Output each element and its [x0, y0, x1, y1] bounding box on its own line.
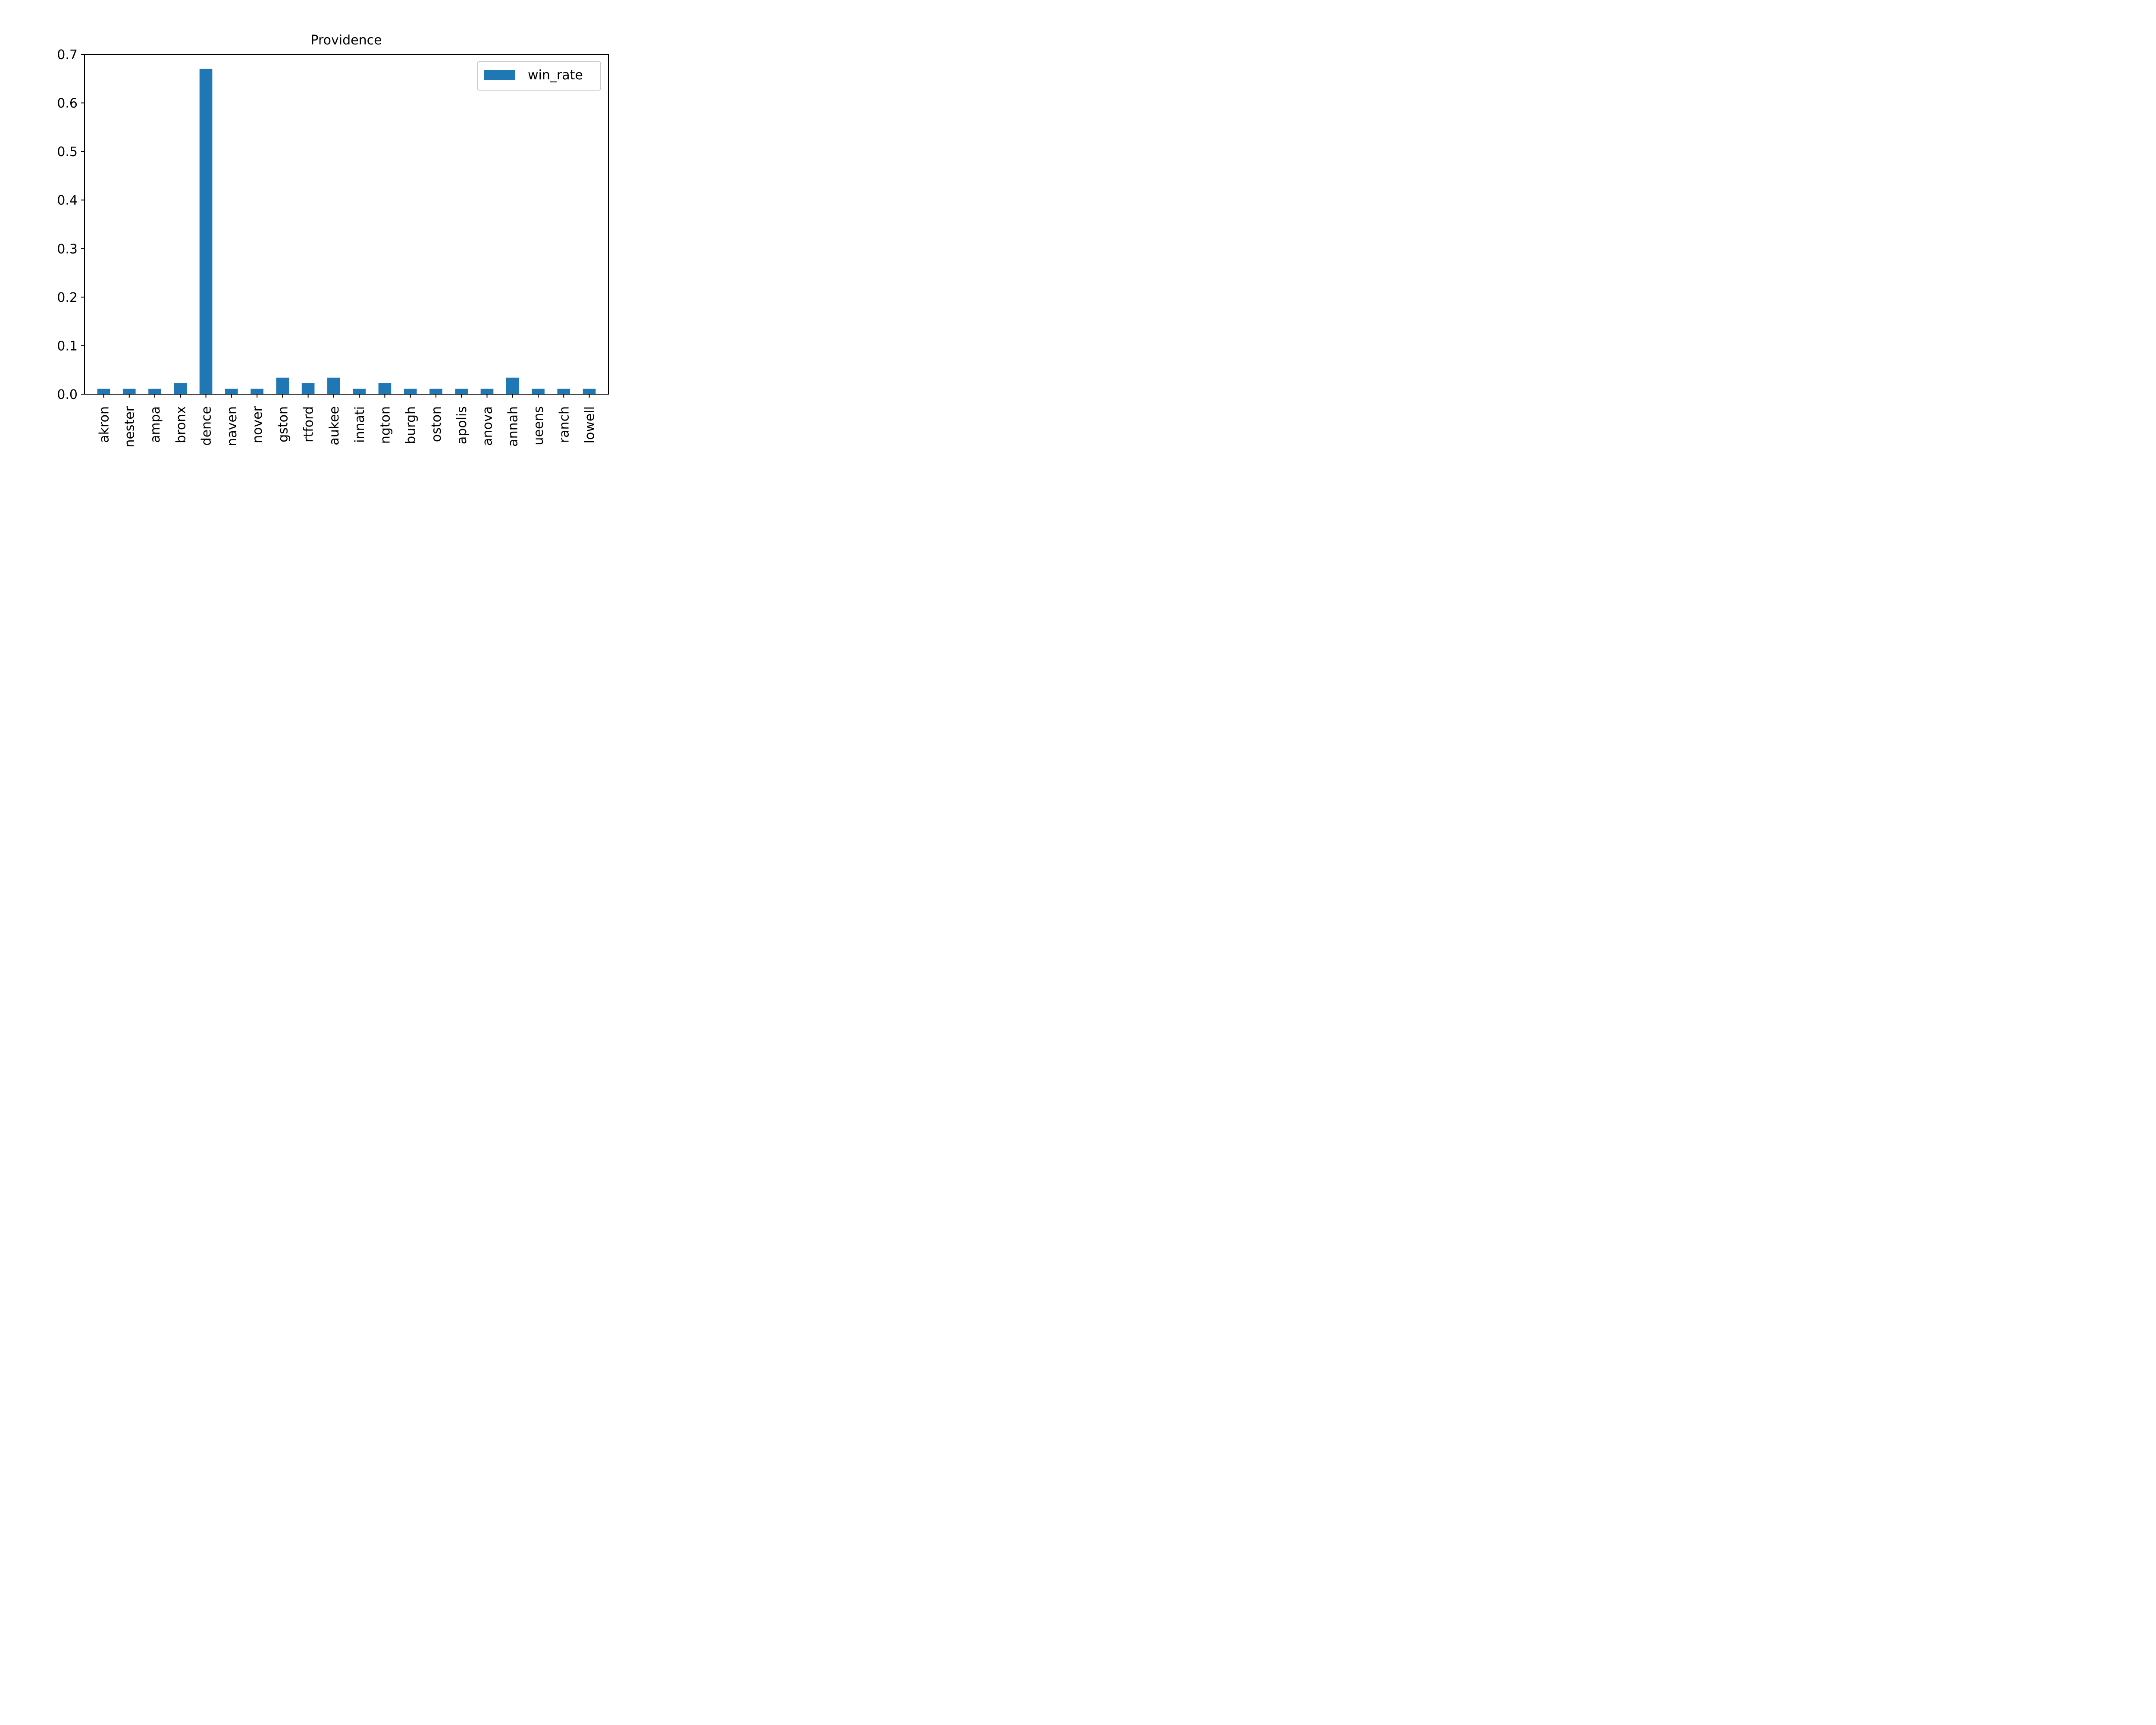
x-tick-label: apolis [454, 406, 470, 444]
bar-ngton [378, 383, 392, 394]
x-tick-label: ranch [557, 406, 572, 443]
bar-innati [353, 389, 366, 394]
bar-aukee [327, 377, 340, 394]
x-tick-label: nover [250, 406, 265, 443]
bar-nester [122, 389, 136, 394]
bar-naven [225, 389, 238, 394]
bar-akron [97, 389, 110, 394]
x-tick-label: ueens [531, 406, 546, 445]
bar-ueens [532, 389, 545, 394]
bar-ranch [557, 389, 570, 394]
bar-anova [480, 389, 494, 394]
y-axis: 0.0 0.1 0.2 0.3 0.4 0.5 0.6 0.7 [57, 47, 85, 402]
x-tick-label: dence [199, 406, 214, 445]
x-tick-label: ngton [378, 406, 393, 444]
x-tick-label: akron [97, 406, 112, 443]
legend: win_rate [477, 61, 601, 91]
legend-swatch [484, 70, 515, 80]
y-tick-label: 0.3 [57, 242, 78, 257]
bar-annah [506, 377, 519, 394]
bar-dence [199, 69, 213, 394]
bar-oston [429, 389, 442, 394]
y-tick-label: 0.2 [57, 290, 78, 305]
chart-title: Providence [310, 33, 382, 48]
x-tick-label: annah [506, 406, 521, 447]
x-tick-label: aukee [327, 406, 342, 445]
y-tick-label: 0.0 [57, 387, 78, 402]
y-tick-label: 0.1 [57, 339, 78, 354]
legend-label: win_rate [528, 68, 583, 83]
y-tick-label: 0.7 [57, 47, 78, 63]
plot-frame [84, 54, 609, 395]
bar-lowell [583, 389, 596, 394]
bar-ampa [148, 389, 161, 394]
x-tick-label: naven [225, 406, 240, 446]
x-tick-label: nester [122, 406, 138, 447]
bar-rtford [301, 383, 315, 394]
bar-burgh [404, 389, 417, 394]
bar-apolis [455, 389, 468, 394]
x-tick-label: gston [276, 406, 291, 442]
bar-bronx [174, 383, 187, 394]
bar-gston [276, 377, 289, 394]
x-tick-label: anova [480, 406, 495, 446]
y-tick-label: 0.4 [57, 193, 78, 208]
y-tick-label: 0.5 [57, 144, 78, 160]
x-tick-label: ampa [148, 406, 163, 443]
x-tick-label: innati [352, 406, 367, 443]
bar-chart: Providence 0.0 0.1 0.2 0.3 0.4 0.5 0.6 0.7 akro… [0, 0, 667, 451]
legend-box [477, 61, 601, 91]
bar-nover [251, 389, 263, 394]
bars-group [97, 69, 596, 394]
x-tick-label: lowell [583, 406, 598, 443]
x-axis: akron nester ampa bronx dence naven nover gston… [97, 394, 598, 448]
x-tick-label: burgh [404, 406, 419, 444]
x-tick-label: bronx [173, 406, 188, 443]
y-tick-label: 0.6 [57, 96, 78, 111]
x-tick-label: rtford [301, 406, 317, 442]
x-tick-label: oston [429, 406, 444, 442]
